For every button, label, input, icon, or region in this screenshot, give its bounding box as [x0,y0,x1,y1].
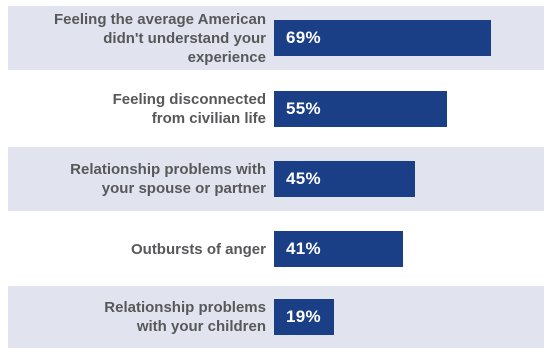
bar-value-label: 45% [286,169,321,188]
category-label: Outbursts of anger [130,240,266,258]
chart-row: Feeling disconnected from civilian life 5… [8,77,544,141]
chart-row: Outbursts of anger 41% [8,217,544,281]
category-label: Relationship problems with your children [104,299,266,335]
chart-row: Relationship problems with your children… [8,286,544,348]
bar-value-label: 55% [286,99,321,118]
bar-value-label: 69% [286,28,321,47]
bar: 45% [274,161,415,197]
bar: 69% [274,20,491,56]
chart-row: Feeling the average American didn't unde… [8,6,544,70]
bar: 41% [274,231,403,267]
category-label: Feeling the average American didn't unde… [53,10,266,66]
bar: 55% [274,91,447,127]
chart-row: Relationship problems with your spouse o… [8,147,544,211]
category-label: Relationship problems with your spouse o… [70,161,266,197]
bar-value-label: 41% [286,239,321,258]
bar: 19% [274,299,334,335]
bar-value-label: 19% [286,307,321,326]
category-label: Feeling disconnected from civilian life [112,91,266,127]
